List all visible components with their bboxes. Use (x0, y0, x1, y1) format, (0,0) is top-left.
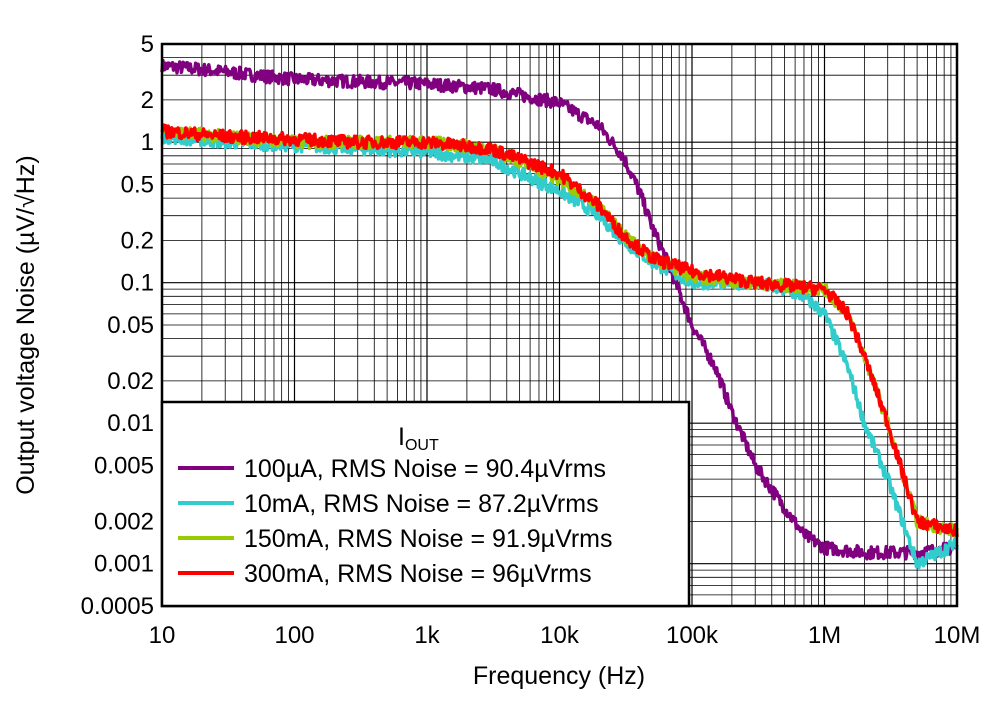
y-tick-label: 0.001 (94, 551, 154, 578)
series-line-4 (160, 123, 959, 538)
y-tick-label: 0.2 (121, 227, 154, 254)
y-tick-label: 0.02 (107, 368, 154, 395)
series-line-1 (160, 58, 959, 561)
y-tick-label: 2 (141, 87, 154, 114)
y-tick-label: 0.05 (107, 312, 154, 339)
series-layer (160, 58, 959, 570)
y-tick-label: 0.5 (121, 172, 154, 199)
y-tick-label: 5 (141, 31, 154, 58)
y-tick-label: 0.01 (107, 410, 154, 437)
legend-entries: 100µA, RMS Noise = 90.4µVrms 10mA, RMS No… (178, 455, 612, 588)
legend-label: 100µA, RMS Noise = 90.4µVrms (244, 455, 606, 483)
x-tick-label: 10M (934, 622, 981, 649)
legend-title-main: I (398, 423, 405, 451)
legend-label: 10mA, RMS Noise = 87.2µVrms (244, 490, 599, 518)
y-tick-label: 0.1 (121, 270, 154, 297)
x-tick-label: 1k (414, 622, 440, 649)
x-tick-label: 100 (274, 622, 314, 649)
y-tick-label: 0.005 (94, 453, 154, 480)
legend-title: IOUT (398, 423, 439, 454)
legend: IOUT 100µA, RMS Noise = 90.4µVrms 10mA, R… (160, 400, 691, 608)
legend-box (160, 400, 691, 608)
legend-label: 150mA, RMS Noise = 91.9µVrms (244, 525, 612, 553)
y-axis-title: Output voltage Noise (µV/√Hz) (12, 155, 40, 494)
legend-label: 300mA, RMS Noise = 96µVrms (244, 560, 592, 588)
legend-title-subscript: OUT (405, 437, 439, 454)
x-tick-label: 100k (666, 622, 719, 649)
y-tick-label: 0.0005 (81, 593, 154, 620)
y-tick-label: 1 (141, 129, 154, 156)
x-tick-label: 10k (540, 622, 580, 649)
x-axis-title: Frequency (Hz) (473, 662, 645, 690)
y-tick-label: 0.002 (94, 508, 154, 535)
y-axis-tick-labels: 5 2 1 0.5 0.2 0.1 0.05 0.02 0.01 0.005 0.002 0.001 0… (81, 31, 154, 620)
x-tick-label: 1M (808, 622, 841, 649)
x-axis-tick-labels: 10 100 1k 10k 100k 1M 10M (149, 622, 981, 649)
x-tick-label: 10 (149, 622, 176, 649)
